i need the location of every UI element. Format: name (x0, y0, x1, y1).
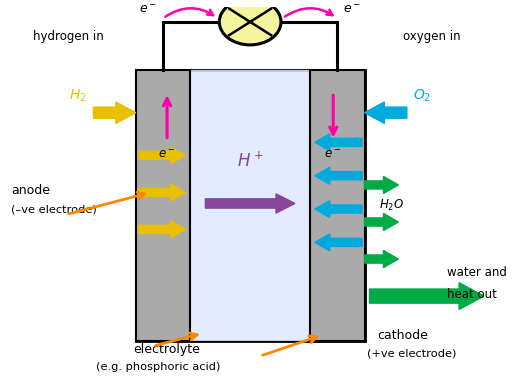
Text: $H_2O$: $H_2O$ (380, 198, 405, 213)
Bar (136, 70, 191, 341)
FancyArrow shape (365, 176, 398, 193)
FancyArrow shape (138, 184, 185, 201)
FancyArrow shape (93, 102, 136, 124)
FancyArrow shape (315, 234, 362, 251)
Text: water and: water and (447, 266, 507, 279)
Text: heat out: heat out (447, 288, 497, 301)
FancyArrow shape (315, 167, 362, 184)
Text: $e^-$: $e^-$ (159, 148, 176, 161)
FancyArrow shape (138, 147, 185, 164)
Text: $e^-$: $e^-$ (324, 148, 342, 161)
Bar (136, 70, 365, 341)
Bar (310, 70, 365, 341)
Text: anode: anode (11, 184, 50, 197)
FancyArrow shape (365, 102, 407, 124)
Text: (e.g. phosphoric acid): (e.g. phosphoric acid) (96, 362, 220, 372)
Text: cathode: cathode (377, 329, 428, 341)
Text: $H_2$: $H_2$ (69, 88, 87, 104)
FancyArrow shape (138, 221, 185, 238)
Text: $e^-$: $e^-$ (343, 3, 361, 16)
Bar (191, 70, 310, 341)
FancyArrow shape (365, 251, 398, 268)
FancyArrow shape (365, 213, 398, 230)
Text: $H^+$: $H^+$ (237, 151, 263, 171)
FancyArrow shape (315, 134, 362, 151)
Text: electrolyte: electrolyte (133, 343, 200, 356)
Text: (–ve electrode): (–ve electrode) (11, 204, 97, 214)
Text: oxygen in: oxygen in (403, 30, 461, 43)
Text: (+ve electrode): (+ve electrode) (367, 349, 456, 359)
Circle shape (219, 0, 281, 45)
Text: $O_2$: $O_2$ (413, 88, 431, 104)
Text: hydrogen in: hydrogen in (33, 30, 104, 43)
FancyArrow shape (315, 200, 362, 218)
FancyArrow shape (205, 194, 295, 213)
Text: $e^-$: $e^-$ (139, 3, 157, 16)
FancyArrow shape (369, 283, 484, 309)
